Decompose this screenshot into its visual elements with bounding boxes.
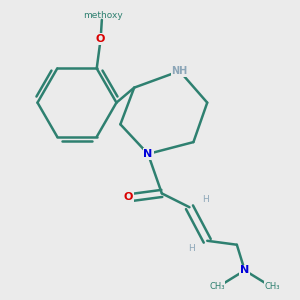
Text: N: N — [143, 149, 153, 159]
Text: methoxy: methoxy — [83, 11, 122, 20]
Text: N: N — [240, 266, 249, 275]
Text: CH₃: CH₃ — [265, 282, 280, 291]
Text: O: O — [96, 34, 105, 44]
Text: O: O — [124, 192, 133, 203]
Text: H: H — [188, 244, 195, 253]
Text: CH₃: CH₃ — [209, 282, 225, 291]
Text: NH: NH — [172, 66, 188, 76]
Text: H: H — [202, 195, 208, 204]
